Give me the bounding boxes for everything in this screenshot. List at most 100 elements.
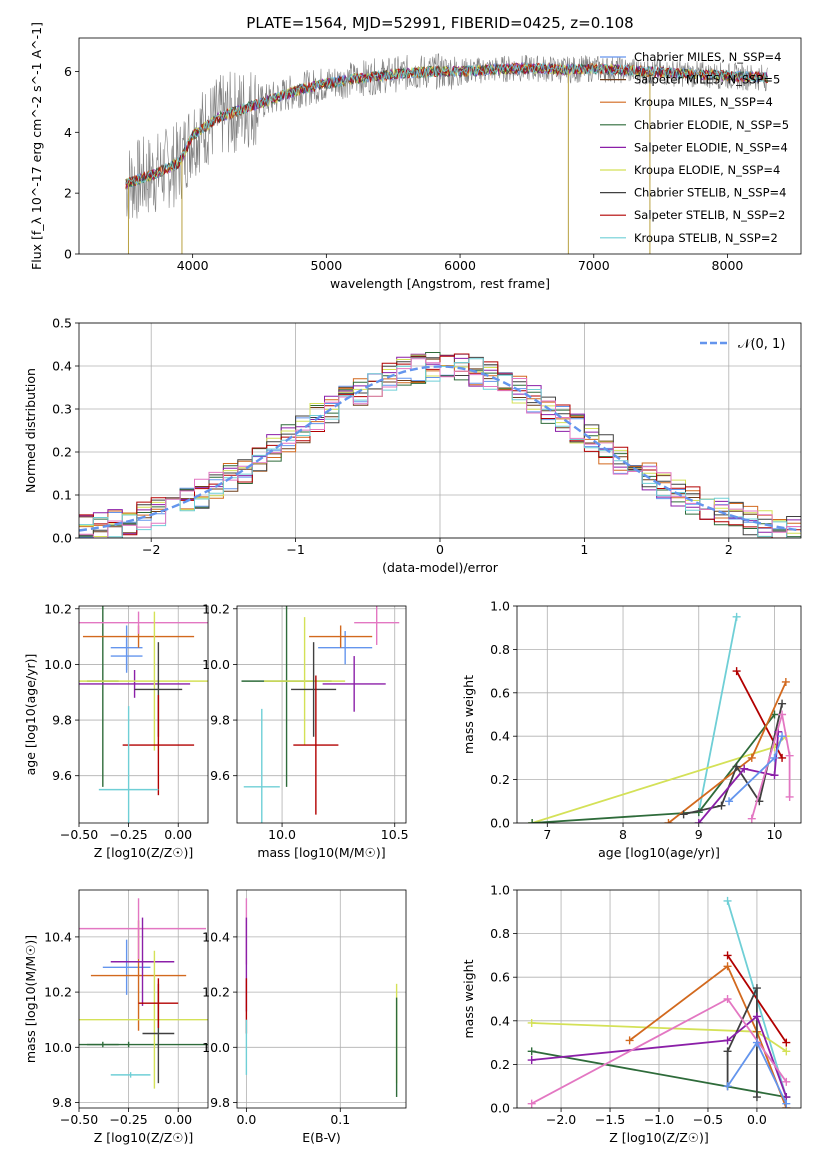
weight-point-marker xyxy=(717,801,726,810)
x-tick-label: −0.25 xyxy=(109,827,147,842)
weight-point-marker xyxy=(785,751,794,760)
legend: 𝒩(0, 1) xyxy=(700,337,785,352)
weight-point-marker xyxy=(752,1093,761,1102)
y-axis-label: Normed distribution xyxy=(23,368,38,493)
spectrum-model-line xyxy=(125,62,769,186)
figure-title: PLATE=1564, MJD=52991, FIBERID=0425, z=0… xyxy=(246,14,633,32)
y-tick-label: 0.2 xyxy=(490,772,510,787)
weight-series-line xyxy=(629,964,788,1108)
y-tick-label: 0.4 xyxy=(490,1013,510,1028)
x-tick-label: 2 xyxy=(725,542,733,557)
y-tick-label: 0 xyxy=(64,247,72,262)
axes-frame xyxy=(236,889,407,1109)
weight-point-marker xyxy=(732,612,741,621)
x-tick-label: −1 xyxy=(286,542,304,557)
x-tick-label: 0.00 xyxy=(164,1112,192,1127)
panel-age_vs_mass: 10.0 10.5 9.6 9.8 10.0 10.2 mass [log10(M/M☉)] xyxy=(202,601,409,860)
x-axis-label: Z [log10(Z/Z☉)] xyxy=(94,1130,194,1145)
y-tick-label: 0.4 xyxy=(52,359,72,374)
x-tick-label: 7 xyxy=(543,827,551,842)
plot-area xyxy=(79,606,208,823)
y-tick-label: 10.0 xyxy=(44,657,72,672)
y-tick-label: 10.2 xyxy=(202,601,230,616)
weight-point-marker xyxy=(770,771,779,780)
axes-frame xyxy=(516,889,802,1109)
x-tick-label: 0.0 xyxy=(747,1112,767,1127)
y-tick-label: 0.3 xyxy=(52,402,72,417)
weight-point-marker xyxy=(527,1056,536,1065)
y-tick-label: 0.0 xyxy=(490,816,510,831)
y-axis-label: age [log10(age/yr)] xyxy=(23,654,38,776)
plot-area xyxy=(241,606,400,823)
weight-point-marker xyxy=(723,995,732,1003)
weight-point-marker xyxy=(723,951,732,960)
gaussian-curve xyxy=(79,365,801,532)
plot-area xyxy=(527,896,791,1108)
axes-frame xyxy=(78,322,802,539)
weight-point-marker xyxy=(770,753,779,762)
weight-point-marker xyxy=(723,1047,732,1056)
y-tick-label: 10.2 xyxy=(44,985,72,1000)
x-tick-label: 6000 xyxy=(444,258,476,273)
weight-point-marker xyxy=(527,1047,536,1056)
legend-label: Kroupa MILES, N_SSP=4 xyxy=(634,95,773,109)
x-tick-label: −0.50 xyxy=(60,1112,98,1127)
x-tick-label: −2.0 xyxy=(546,1112,576,1127)
weight-point-marker xyxy=(528,819,537,823)
x-tick-label: 5000 xyxy=(310,258,342,273)
x-tick-label: 4000 xyxy=(177,258,209,273)
y-axis-label: mass [log10(M/M☉)] xyxy=(23,935,38,1063)
x-axis-label: Z [log10(Z/Z☉)] xyxy=(94,845,194,860)
y-tick-label: 4 xyxy=(64,125,72,140)
weight-point-marker xyxy=(747,753,756,762)
y-tick-label: 0.0 xyxy=(52,531,72,546)
weight-series-line xyxy=(698,731,780,823)
weight-point-marker xyxy=(782,1038,791,1047)
y-tick-label: 9.8 xyxy=(210,1095,230,1110)
x-tick-label: 10 xyxy=(767,827,783,842)
weight-point-marker xyxy=(723,1082,732,1091)
x-tick-label: 7000 xyxy=(578,258,610,273)
x-axis-label: wavelength [Angstrom, rest frame] xyxy=(330,276,550,291)
y-tick-label: 0.2 xyxy=(52,445,72,460)
weight-point-marker xyxy=(782,1047,791,1056)
panel-weight_vs_Z: −2.0 −1.5 −1.0 −0.5 0.0 0.0 0.2 0.4 0.6 0.8 1.0 Z [… xyxy=(461,883,802,1145)
x-tick-label: 10.0 xyxy=(268,827,296,842)
y-tick-label: 1.0 xyxy=(490,599,510,614)
x-tick-label: −0.5 xyxy=(693,1112,723,1127)
weight-point-marker xyxy=(782,1077,791,1086)
weight-point-marker xyxy=(723,1036,732,1045)
weight-point-marker xyxy=(732,667,741,676)
y-tick-label: 2 xyxy=(64,186,72,201)
y-tick-label: 10.0 xyxy=(202,657,230,672)
plot-area xyxy=(245,898,398,1097)
spectrum-model-line xyxy=(125,62,768,186)
weight-point-marker xyxy=(747,814,756,823)
panel-mass_vs_Z: −0.50 −0.25 0.00 9.8 10.0 10.2 10.4 Z [log10(Z/… xyxy=(23,889,209,1145)
y-tick-label: 0.2 xyxy=(490,1057,510,1072)
x-tick-label: −0.50 xyxy=(60,827,98,842)
x-tick-label: 0.0 xyxy=(236,1112,256,1127)
plot-area xyxy=(79,898,208,1089)
weight-point-marker xyxy=(778,753,787,762)
legend-label: Chabrier MILES, N_SSP=4 xyxy=(634,50,781,64)
plot-area xyxy=(125,53,769,254)
y-tick-label: 0.6 xyxy=(490,970,510,985)
weight-point-marker xyxy=(732,762,741,771)
weight-point-marker xyxy=(740,764,749,773)
x-axis-label: age [log10(age/yr)] xyxy=(598,845,720,860)
weight-point-marker xyxy=(778,699,787,708)
y-tick-label: 10.2 xyxy=(44,601,72,616)
axes-frame xyxy=(78,605,209,824)
legend-label: Salpeter MILES, N_SSP=5 xyxy=(634,73,780,87)
weight-point-marker xyxy=(781,677,790,686)
x-tick-label: 10.5 xyxy=(381,827,409,842)
panel-weight_vs_age: 7 8 9 10 0.0 0.2 0.4 0.6 0.8 1.0 age [log10(age/yr… xyxy=(461,599,802,860)
axes-frame xyxy=(516,605,802,824)
x-tick-label: 9 xyxy=(695,827,703,842)
x-tick-label: 0 xyxy=(436,542,444,557)
weight-point-marker xyxy=(679,810,688,819)
legend-label: Salpeter STELIB, N_SSP=2 xyxy=(634,208,785,222)
axes-frame xyxy=(236,605,407,824)
weight-point-marker xyxy=(785,792,794,801)
